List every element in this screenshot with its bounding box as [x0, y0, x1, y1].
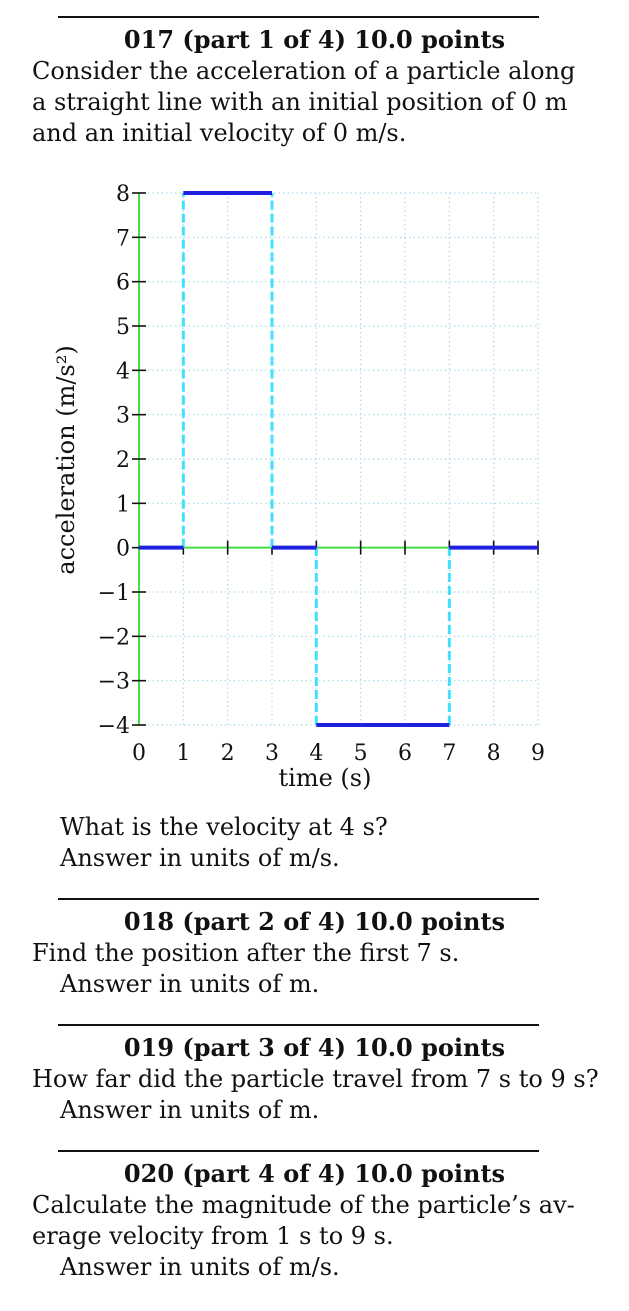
problem-018-heading: 018 (part 2 of 4) 10.0 points	[123, 907, 506, 936]
y-tick-label: −4	[98, 714, 130, 739]
x-tick-label: 6	[398, 741, 412, 766]
rule-problem-019	[58, 1024, 539, 1026]
problem-020-heading: 020 (part 4 of 4) 10.0 points	[123, 1159, 506, 1188]
x-tick-label: 1	[176, 741, 190, 766]
y-tick-label: 0	[116, 537, 130, 562]
problem-019-text-line: How far did the particle travel from 7 s…	[32, 1065, 599, 1093]
rule-problem-018	[58, 898, 539, 900]
problem-018-text-line: Find the position after the first 7 s.	[32, 939, 460, 967]
problem-018-text: Find the position after the first 7 s.	[32, 938, 602, 969]
y-tick-label: 8	[116, 182, 130, 207]
problem-020-text-line: Calculate the magnitude of the particle’…	[32, 1191, 575, 1219]
x-tick-label: 9	[531, 741, 545, 766]
answer-units-018: Answer in units of m.	[60, 970, 320, 998]
x-tick-label: 7	[442, 741, 456, 766]
x-tick-label: 0	[132, 741, 146, 766]
chart-tick-labels: 0 1 2 3 4 5 6 7 8 9 −4 −3 −2 −1 0 1 2 3 4 5 6 7 8	[98, 182, 545, 766]
problem-017-text-line: a straight line with an initial position…	[32, 88, 568, 116]
chart-data-series	[139, 191, 538, 727]
y-tick-label: 2	[116, 448, 130, 473]
x-tick-label: 8	[487, 741, 501, 766]
problem-020-text-line: erage velocity from 1 s to 9 s.	[32, 1222, 394, 1250]
y-tick-label: −3	[98, 670, 130, 695]
problem-020-text: Calculate the magnitude of the particle’…	[32, 1190, 602, 1252]
problem-019-heading: 019 (part 3 of 4) 10.0 points	[123, 1033, 506, 1062]
question-017: What is the velocity at 4 s?	[60, 813, 388, 841]
chart-grid	[139, 192, 539, 726]
y-tick-label: 1	[116, 492, 130, 517]
y-tick-label: 7	[116, 226, 130, 251]
answer-units-019: Answer in units of m.	[60, 1096, 320, 1124]
problem-017-text: Consider the acceleration of a particle …	[32, 56, 602, 149]
x-tick-label: 3	[265, 741, 279, 766]
y-tick-label: −2	[98, 625, 130, 650]
problem-017-heading: 017 (part 1 of 4) 10.0 points	[123, 25, 506, 54]
problem-017-text-line: Consider the acceleration of a particle …	[32, 57, 576, 85]
x-tick-label: 2	[221, 741, 235, 766]
answer-units-020: Answer in units of m/s.	[60, 1253, 340, 1281]
problem-019-text: How far did the particle travel from 7 s…	[32, 1064, 602, 1095]
y-tick-label: −1	[98, 581, 130, 606]
x-axis-label: time (s)	[279, 764, 372, 792]
rule-problem-020	[58, 1150, 539, 1152]
y-tick-label: 5	[116, 315, 130, 340]
x-tick-label: 4	[309, 741, 323, 766]
x-tick-label: 5	[354, 741, 368, 766]
acceleration-time-chart: 0 1 2 3 4 5 6 7 8 9 −4 −3 −2 −1 0 1 2 3 4 5 6 7 8 time (s) acc…	[52, 182, 545, 792]
rule-problem-017	[58, 16, 539, 18]
y-tick-label: 4	[116, 359, 130, 384]
chart-transitions	[181, 193, 451, 725]
problem-017-text-line: and an initial velocity of 0 m/s.	[32, 119, 407, 147]
answer-units-017: Answer in units of m/s.	[60, 844, 340, 872]
y-tick-label: 3	[116, 404, 130, 429]
y-tick-label: 6	[116, 271, 130, 296]
y-axis-label: acceleration (m/s²)	[52, 345, 80, 574]
